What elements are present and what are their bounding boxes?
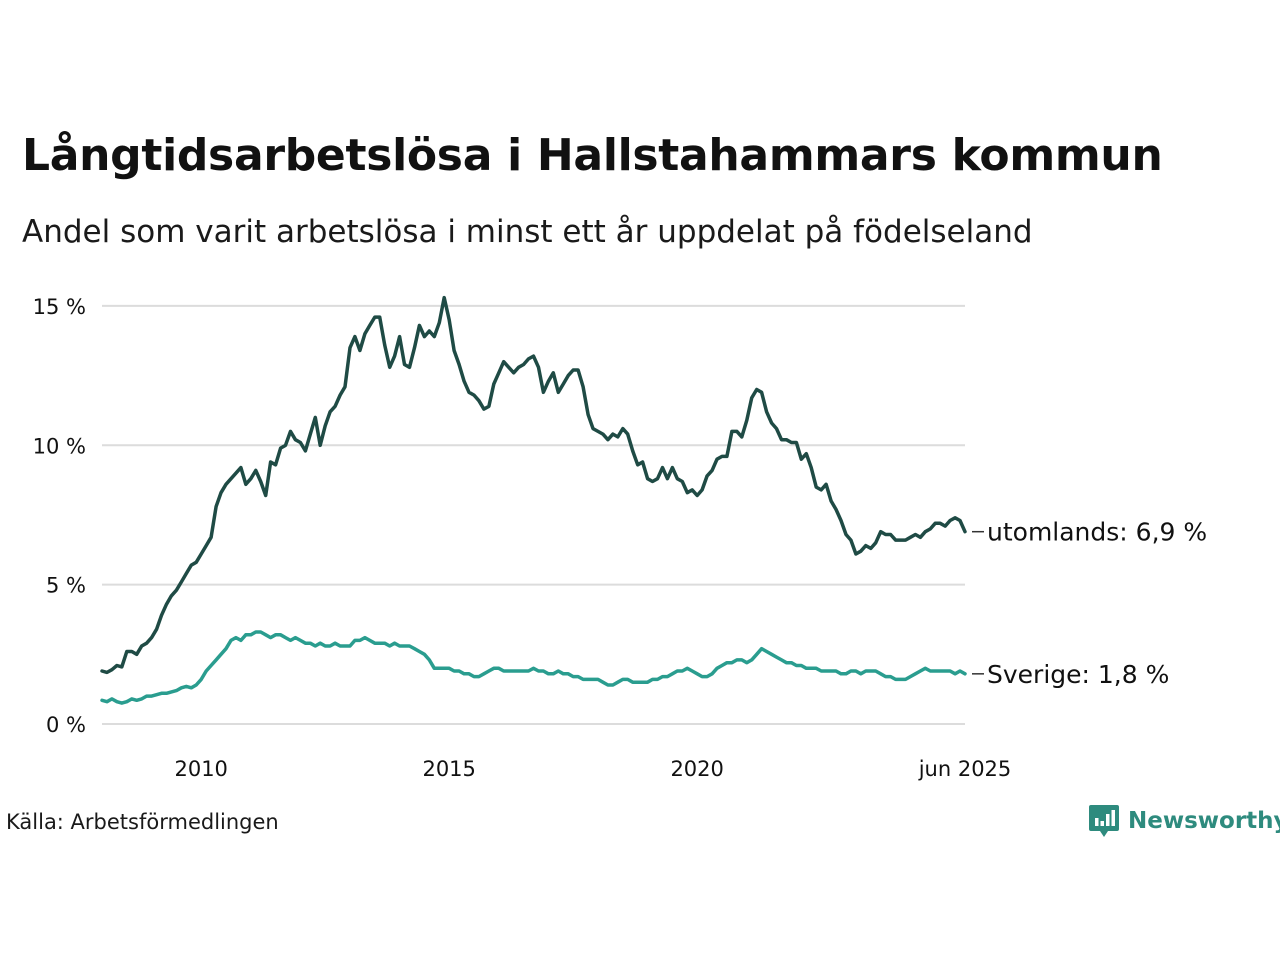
- x-axis-labels: 2010 2015 2020 jun 2025: [174, 757, 1011, 781]
- end-label-utomlands: utomlands: 6,9 %: [987, 518, 1207, 547]
- brand-name: Newsworthy: [1128, 808, 1280, 834]
- series-lines: [100, 295, 967, 705]
- source-note: Källa: Arbetsförmedlingen: [6, 810, 279, 834]
- brand-logo: Newsworthy: [1088, 803, 1280, 839]
- series-line-utomlands: [100, 295, 967, 675]
- x-tick-label: 2015: [422, 757, 475, 781]
- newsworthy-icon: [1089, 805, 1119, 837]
- y-tick-label: 10 %: [33, 434, 86, 458]
- chart-subtitle: Andel som varit arbetslösa i minst ett å…: [22, 214, 1033, 250]
- series-line-sverige: [100, 630, 967, 705]
- y-tick-label: 0 %: [46, 713, 86, 737]
- end-label-sverige: Sverige: 1,8 %: [987, 660, 1169, 689]
- y-tick-label: 15 %: [33, 295, 86, 319]
- y-axis-labels: 0 % 5 % 10 % 15 %: [33, 295, 86, 737]
- y-tick-label: 5 %: [46, 574, 86, 598]
- chart-title: Långtidsarbetslösa i Hallstahammars komm…: [22, 130, 1163, 181]
- x-tick-label: jun 2025: [918, 757, 1012, 781]
- x-tick-label: 2010: [174, 757, 227, 781]
- grid-lines: [102, 304, 965, 725]
- end-labels: utomlands: 6,9 % Sverige: 1,8 %: [972, 518, 1207, 689]
- x-tick-label: 2020: [670, 757, 723, 781]
